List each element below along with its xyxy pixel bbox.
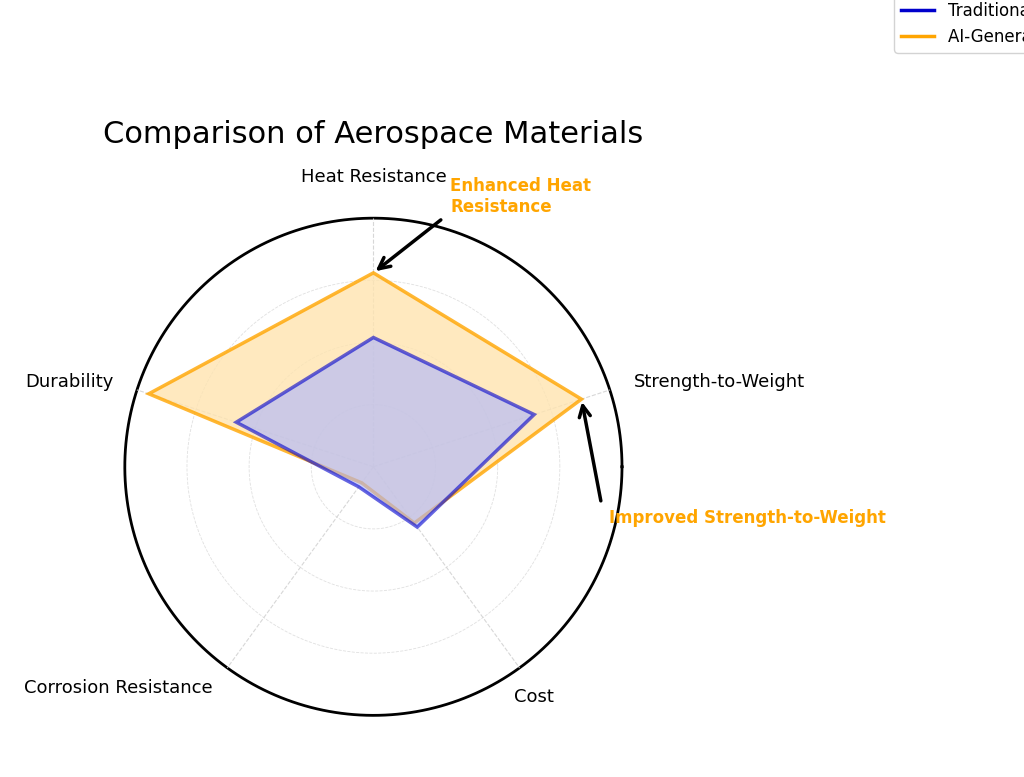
Text: Heat Resistance: Heat Resistance: [300, 168, 446, 186]
Text: Enhanced Heat
Resistance: Enhanced Heat Resistance: [451, 177, 592, 216]
Text: Durability: Durability: [25, 373, 114, 392]
Text: Strength-to-Weight: Strength-to-Weight: [634, 373, 805, 392]
Polygon shape: [237, 337, 535, 527]
Text: Comparison of Aerospace Materials: Comparison of Aerospace Materials: [103, 120, 643, 148]
Text: Corrosion Resistance: Corrosion Resistance: [24, 679, 213, 697]
Polygon shape: [148, 273, 582, 523]
Text: Improved Strength-to-Weight: Improved Strength-to-Weight: [609, 509, 886, 527]
Text: Cost: Cost: [514, 688, 554, 706]
Legend: Traditional Materials, AI-Generated Alloys: Traditional Materials, AI-Generated Allo…: [894, 0, 1024, 53]
